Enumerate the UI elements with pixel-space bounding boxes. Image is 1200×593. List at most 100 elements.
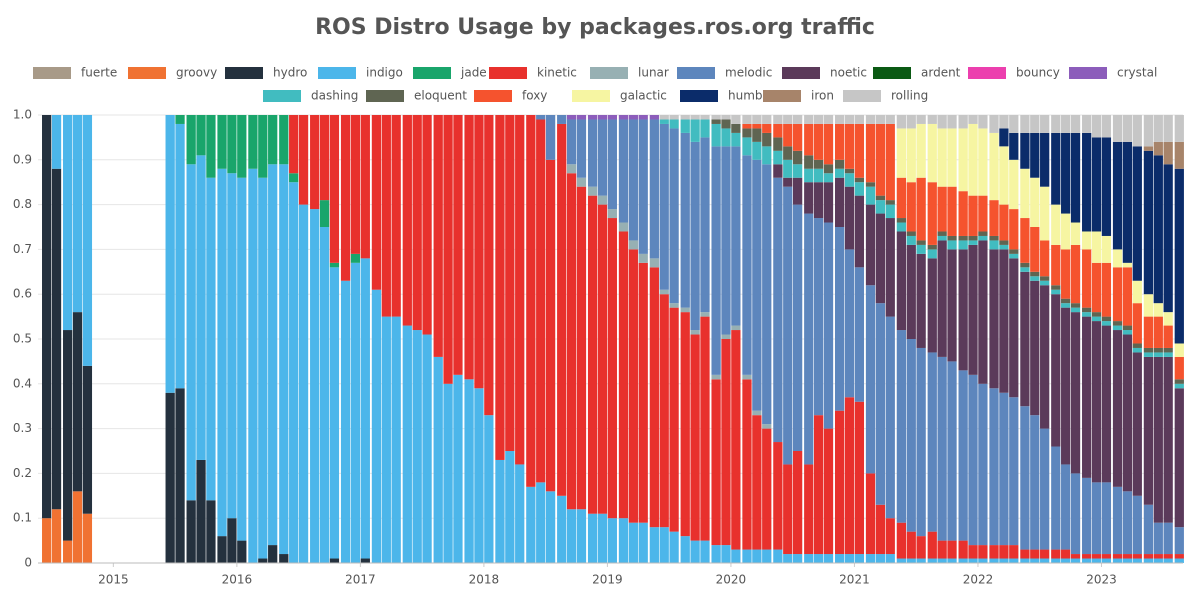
bar-segment: [896, 218, 907, 223]
bar-segment: [1040, 132, 1050, 187]
bar-segment: [916, 177, 926, 241]
bar-segment: [268, 164, 278, 546]
bar-segment: [381, 115, 391, 317]
bar-segment: [854, 401, 865, 555]
bar-segment: [906, 558, 916, 563]
bar-segment: [628, 119, 638, 241]
bar-segment: [1101, 137, 1112, 236]
legend-swatch: [843, 90, 881, 102]
bar-segment: [649, 527, 659, 563]
bar-segment: [958, 115, 968, 129]
bar-segment: [1082, 115, 1092, 133]
bar-segment: [1061, 307, 1071, 465]
bar-segment: [731, 325, 741, 331]
bar-segment: [865, 473, 876, 555]
bar-segment: [1143, 347, 1154, 353]
bar-segment: [1030, 132, 1040, 178]
bar-segment: [597, 204, 608, 514]
x-tick-label: 2017: [345, 573, 376, 587]
bar-segment: [1020, 115, 1030, 133]
bar-segment: [1061, 558, 1071, 563]
bar-segment: [1070, 473, 1081, 555]
bar-segment: [1174, 141, 1184, 169]
bar-segment: [927, 258, 937, 353]
bar-segment: [227, 518, 237, 563]
bar-segment: [638, 522, 648, 563]
bar-segment: [484, 115, 494, 416]
bar-segment: [669, 307, 679, 532]
bar-segment: [329, 267, 340, 559]
bar-segment: [576, 177, 587, 187]
bar-segment: [536, 119, 546, 483]
bar-segment: [1051, 285, 1061, 290]
bar-segment: [906, 182, 916, 232]
bar-segment: [1030, 280, 1040, 416]
bar-segment: [792, 150, 803, 165]
bar-segment: [927, 182, 937, 245]
bar-segment: [989, 388, 999, 546]
bar-segment: [360, 558, 370, 563]
bar-segment: [854, 182, 865, 196]
bar-segment: [813, 115, 824, 124]
bar-segment: [711, 115, 721, 120]
bar-segment: [1132, 558, 1142, 563]
bar-segment: [773, 442, 783, 550]
y-tick-label: 0.1: [13, 511, 32, 525]
bar-segment: [1143, 294, 1154, 317]
bar-segment: [1122, 558, 1133, 563]
bar-segment: [82, 115, 93, 366]
bar-segment: [587, 513, 598, 563]
bar-segment: [731, 146, 741, 326]
legend-swatch: [782, 67, 820, 79]
bar-segment: [958, 191, 968, 236]
bar-segment: [989, 249, 999, 389]
legend-label: bouncy: [1016, 66, 1060, 80]
bar-segment: [1009, 545, 1019, 559]
bar-segment: [783, 186, 793, 465]
bar-segment: [1040, 276, 1050, 281]
legend-label: rolling: [891, 89, 928, 103]
bar-segment: [711, 119, 721, 124]
bar-segment: [186, 164, 196, 501]
bar-segment: [854, 115, 865, 124]
bar-segment: [823, 115, 834, 124]
bar-segment: [752, 159, 762, 411]
bar-segment: [865, 182, 876, 187]
bar-segment: [391, 115, 401, 317]
bar-segment: [587, 119, 598, 187]
x-tick-label: 2015: [98, 573, 129, 587]
legend-label: hydro: [273, 66, 307, 80]
bar-segment: [227, 115, 237, 174]
bar-segment: [1174, 383, 1184, 389]
bar-segment: [618, 518, 629, 563]
bar-segment: [484, 415, 494, 563]
bar-segment: [217, 168, 227, 537]
bar-segment: [1112, 330, 1123, 487]
y-tick-label: 0.6: [13, 287, 32, 301]
bar-segment: [422, 334, 432, 563]
bar-segment: [628, 249, 638, 523]
bar-segment: [752, 141, 762, 160]
bar-segment: [783, 177, 793, 187]
bar-segment: [1070, 312, 1081, 474]
bar-segment: [63, 330, 73, 541]
bar-segment: [916, 558, 926, 563]
bar-segment: [1163, 141, 1173, 165]
bar-segment: [834, 410, 845, 555]
bar-segment: [731, 330, 741, 550]
bar-segment: [783, 464, 793, 555]
bar-segment: [1051, 244, 1061, 286]
bar-segment: [937, 540, 947, 559]
bar-segment: [999, 392, 1009, 546]
bar-segment: [1091, 482, 1102, 555]
bar-segment: [968, 240, 978, 245]
bar-segment: [958, 249, 968, 371]
bar-segment: [258, 115, 268, 178]
bar-segment: [792, 115, 803, 124]
bar-segment: [587, 195, 598, 514]
bar-segment: [937, 240, 947, 357]
bar-segment: [1132, 347, 1142, 353]
bar-segment: [1009, 115, 1019, 133]
bar-segment: [268, 115, 278, 165]
bar-segment: [844, 249, 855, 398]
